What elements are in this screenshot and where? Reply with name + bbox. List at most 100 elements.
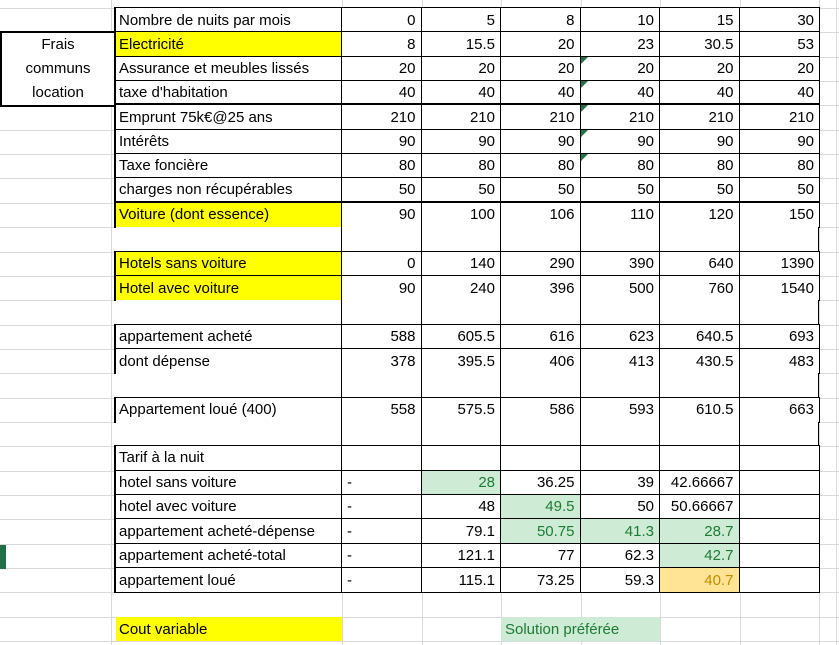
value-cell[interactable]: 395.5 bbox=[422, 348, 501, 374]
row-label-cell[interactable]: Nombre de nuits par mois bbox=[116, 8, 342, 33]
empty-cell[interactable] bbox=[740, 421, 819, 447]
value-cell[interactable]: 610.5 bbox=[660, 397, 740, 422]
value-cell[interactable]: 20 bbox=[580, 56, 660, 82]
value-cell[interactable]: - bbox=[342, 519, 422, 544]
value-cell[interactable]: 53 bbox=[739, 32, 819, 57]
empty-cell[interactable] bbox=[501, 300, 581, 325]
value-cell[interactable]: 413 bbox=[581, 348, 660, 374]
value-cell[interactable]: 588 bbox=[342, 324, 422, 349]
value-cell[interactable]: 80 bbox=[660, 154, 740, 179]
value-cell[interactable]: 90 bbox=[342, 129, 422, 155]
value-cell[interactable]: 40 bbox=[421, 81, 501, 106]
value-cell[interactable]: 0 bbox=[342, 8, 422, 33]
value-cell[interactable]: - bbox=[342, 494, 422, 520]
empty-cell[interactable] bbox=[422, 421, 501, 447]
value-cell[interactable] bbox=[739, 446, 819, 471]
row-label-cell[interactable]: dont dépense bbox=[116, 348, 342, 374]
value-cell[interactable] bbox=[660, 446, 740, 471]
value-cell[interactable]: 290 bbox=[501, 251, 581, 276]
value-cell[interactable]: 20 bbox=[342, 56, 422, 82]
value-cell[interactable]: 115.1 bbox=[422, 568, 501, 593]
value-cell[interactable]: 62.3 bbox=[580, 543, 660, 569]
value-cell[interactable]: 100 bbox=[422, 202, 501, 228]
empty-cell[interactable] bbox=[342, 421, 422, 447]
value-cell[interactable]: 575.5 bbox=[422, 397, 501, 422]
value-cell[interactable] bbox=[421, 446, 501, 471]
legend-cout-variable[interactable]: Cout variable bbox=[116, 617, 342, 641]
empty-cell[interactable] bbox=[422, 373, 501, 398]
value-cell[interactable] bbox=[739, 495, 819, 520]
value-cell[interactable]: 8 bbox=[501, 8, 581, 33]
value-cell[interactable]: 5 bbox=[422, 8, 501, 33]
value-cell[interactable]: 150 bbox=[788, 206, 814, 224]
value-cell[interactable]: 140 bbox=[421, 251, 501, 276]
value-cell[interactable]: 406 bbox=[501, 348, 581, 374]
row-label-cell[interactable]: Voiture (dont essence) bbox=[116, 202, 342, 228]
value-cell[interactable]: 210 bbox=[421, 105, 501, 130]
value-cell[interactable]: 500 bbox=[581, 275, 660, 301]
value-cell[interactable]: 90 bbox=[501, 129, 581, 155]
value-cell[interactable]: 15 bbox=[660, 8, 740, 33]
row-label-cell[interactable]: taxe d'habitation bbox=[116, 81, 342, 106]
empty-cell[interactable] bbox=[660, 421, 740, 447]
value-cell[interactable]: 640 bbox=[660, 251, 740, 276]
value-cell[interactable]: 90 bbox=[739, 130, 819, 155]
row-label-cell[interactable]: appartement acheté-dépense bbox=[116, 519, 342, 544]
value-cell[interactable] bbox=[342, 446, 422, 471]
value-cell[interactable]: 50 bbox=[342, 178, 422, 203]
value-cell[interactable]: 50 bbox=[580, 494, 660, 520]
value-cell[interactable]: 48 bbox=[421, 494, 501, 520]
row-label-cell[interactable]: Taxe foncière bbox=[116, 154, 342, 179]
value-cell[interactable]: 90 bbox=[421, 129, 501, 155]
value-cell[interactable]: 20 bbox=[421, 56, 501, 82]
row-label-cell[interactable]: Hotels sans voiture bbox=[116, 251, 342, 276]
value-cell[interactable]: 1390 bbox=[739, 252, 819, 276]
value-cell[interactable]: 40 bbox=[660, 81, 740, 106]
empty-cell[interactable] bbox=[422, 227, 501, 252]
empty-cell[interactable] bbox=[342, 227, 422, 252]
value-cell[interactable]: 623 bbox=[580, 324, 660, 349]
value-cell[interactable]: 640.5 bbox=[660, 324, 740, 349]
empty-cell[interactable] bbox=[501, 421, 581, 447]
value-cell[interactable]: 90 bbox=[660, 129, 740, 155]
value-cell[interactable]: 15.5 bbox=[421, 32, 501, 57]
row-label-cell[interactable]: Appartement loué (400) bbox=[116, 397, 342, 422]
value-cell[interactable]: 40 bbox=[501, 81, 581, 106]
value-cell[interactable]: 50 bbox=[580, 178, 660, 203]
empty-cell[interactable] bbox=[740, 300, 819, 325]
value-cell[interactable]: 73.25 bbox=[501, 568, 581, 593]
empty-cell[interactable] bbox=[581, 300, 660, 325]
value-cell[interactable]: 210 bbox=[739, 105, 819, 130]
row-label-cell[interactable]: Tarif à la nuit bbox=[116, 446, 342, 471]
value-cell[interactable]: 40.7 bbox=[660, 568, 740, 593]
value-cell[interactable]: 8 bbox=[342, 32, 422, 57]
empty-cell[interactable] bbox=[501, 373, 581, 398]
value-cell[interactable]: 50 bbox=[739, 178, 819, 203]
value-cell[interactable]: 210 bbox=[580, 105, 660, 130]
value-cell[interactable]: 693 bbox=[739, 325, 819, 349]
value-cell[interactable]: 120 bbox=[660, 202, 740, 228]
value-cell[interactable] bbox=[739, 471, 819, 495]
value-cell[interactable]: 41.3 bbox=[580, 519, 660, 544]
value-cell[interactable]: 378 bbox=[342, 348, 422, 374]
frais-communs-location-box[interactable]: Frais communs location bbox=[0, 31, 116, 107]
value-cell[interactable]: 50 bbox=[501, 178, 581, 203]
value-cell[interactable]: - bbox=[342, 470, 422, 495]
value-cell[interactable]: 90 bbox=[342, 202, 422, 228]
row-label-cell[interactable]: Emprunt 75k€@25 ans bbox=[116, 105, 342, 130]
row-label-cell[interactable]: hotel sans voiture bbox=[116, 470, 342, 495]
value-cell[interactable]: 79.1 bbox=[421, 519, 501, 544]
value-cell[interactable]: 210 bbox=[660, 105, 740, 130]
value-cell[interactable] bbox=[739, 544, 819, 569]
value-cell[interactable]: 49.5 bbox=[501, 494, 581, 520]
value-cell[interactable]: 42.66667 bbox=[660, 470, 740, 495]
value-cell[interactable]: 20 bbox=[501, 56, 581, 82]
value-cell[interactable]: 50 bbox=[421, 178, 501, 203]
empty-cell[interactable] bbox=[660, 373, 740, 398]
value-cell[interactable]: 240 bbox=[422, 275, 501, 301]
empty-cell[interactable] bbox=[581, 227, 660, 252]
value-cell[interactable]: 558 bbox=[342, 397, 422, 422]
value-cell[interactable]: 760 bbox=[660, 275, 740, 301]
value-cell[interactable]: 390 bbox=[580, 251, 660, 276]
value-cell[interactable]: 80 bbox=[421, 154, 501, 179]
